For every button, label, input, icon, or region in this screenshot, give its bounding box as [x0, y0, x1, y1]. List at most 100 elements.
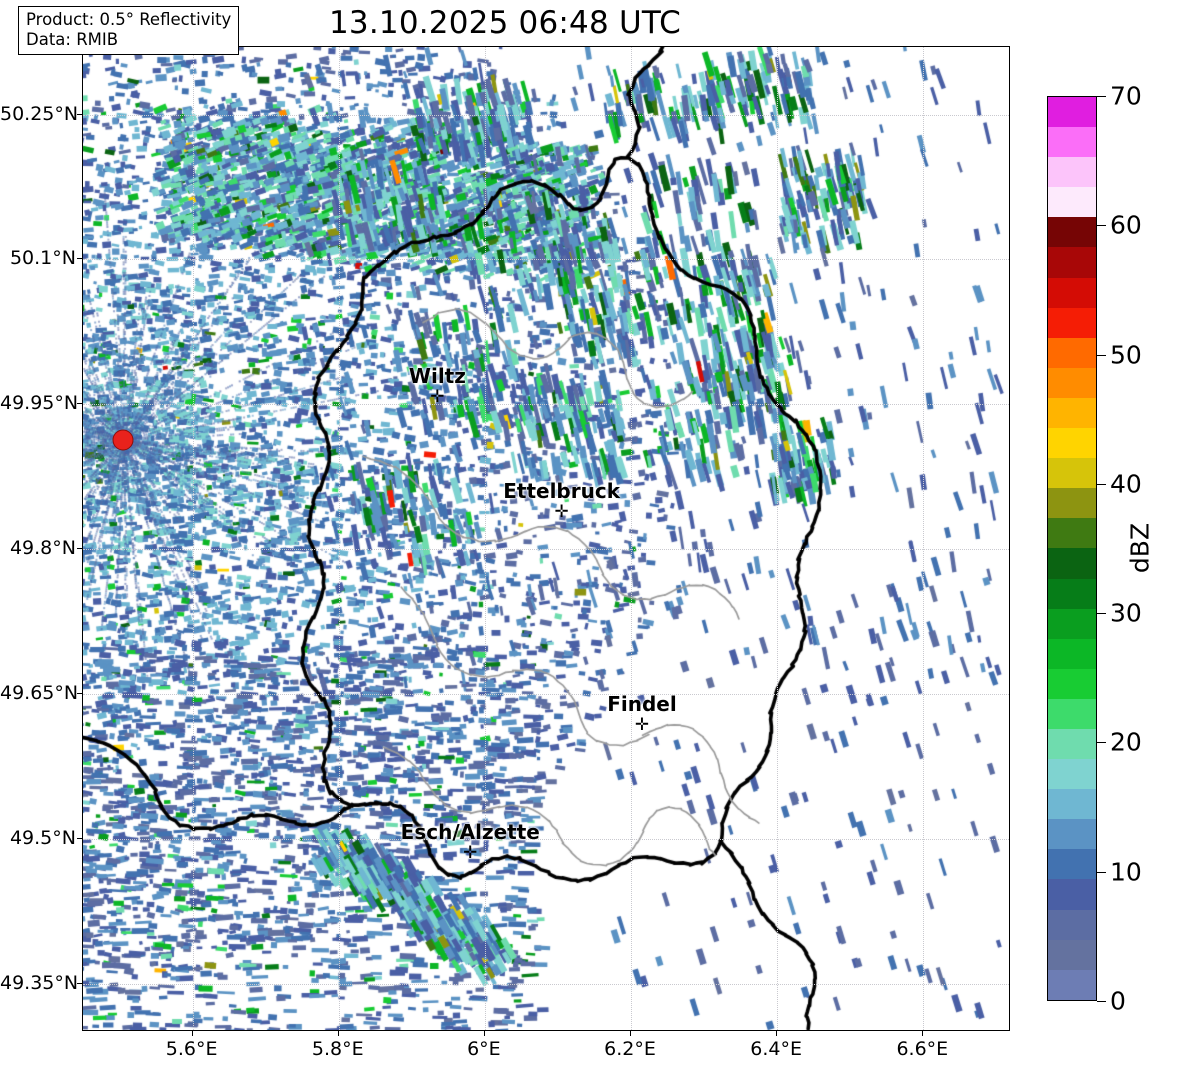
colorbar-band [1048, 518, 1096, 549]
city-name-text: Esch/Alzette [400, 819, 540, 844]
info-product-line: Product: 0.5° Reflectivity [26, 10, 232, 29]
colorbar-band [1048, 698, 1096, 729]
gridline-horizontal [83, 694, 1009, 695]
colorbar-tick-label: 50 [1110, 340, 1142, 370]
y-axis-tick-label: 49.5°N [9, 826, 76, 849]
city-name-text: Wiltz [408, 363, 466, 388]
colorbar-band [1048, 638, 1096, 669]
colorbar-tick-label: 10 [1110, 857, 1142, 887]
x-axis-tick-label: 5.8°E [311, 1038, 364, 1060]
colorbar-band [1048, 608, 1096, 639]
y-tick-mark [77, 982, 82, 984]
colorbar-band [1048, 789, 1096, 820]
radar-map-canvas-layer: Wiltz ✛ Ettelbruck ✛ Findel ✛ Esch/Alzette ✛ [83, 47, 1009, 1030]
y-axis-tick-label: 49.35°N [0, 971, 79, 994]
colorbar-band [1048, 909, 1096, 940]
x-axis-tick-label: 6°E [467, 1038, 501, 1060]
colorbar-tick-label: 0 [1110, 986, 1126, 1016]
x-tick-mark [191, 1031, 193, 1036]
gridline-horizontal [83, 259, 1009, 261]
y-tick-mark [77, 258, 82, 260]
x-tick-mark [483, 1031, 485, 1036]
colorbar-band [1048, 337, 1096, 368]
y-tick-mark [77, 548, 82, 550]
gridline-horizontal [83, 549, 1009, 551]
radar-site-marker [112, 429, 134, 451]
colorbar-tick-mark [1097, 613, 1106, 615]
city-name-text: Findel [607, 692, 677, 717]
y-axis-tick-label: 49.65°N [0, 682, 79, 704]
city-name-text: Ettelbruck [503, 478, 620, 503]
colorbar-tick-mark [1097, 871, 1106, 873]
y-axis-tick-label: 49.8°N [9, 537, 76, 560]
colorbar-band [1048, 97, 1096, 128]
colorbar-band [1048, 969, 1096, 1000]
colorbar-band [1048, 488, 1096, 519]
gridline-horizontal [83, 114, 1009, 116]
colorbar-band [1048, 668, 1096, 699]
colorbar-band [1048, 759, 1096, 790]
colorbar-tick-mark [1097, 1001, 1106, 1002]
y-tick-mark [77, 113, 82, 115]
gridline-vertical [923, 47, 925, 1030]
colorbar-tick-label: 20 [1110, 727, 1142, 757]
colorbar-tick-mark [1097, 742, 1106, 744]
colorbar-band [1048, 277, 1096, 308]
product-info-box: Product: 0.5° Reflectivity Data: RMIB [18, 6, 240, 55]
x-axis-tick-label: 6.2°E [604, 1038, 656, 1060]
gridline-horizontal [83, 404, 1009, 406]
city-cross-marker-icon: ✛ [463, 842, 478, 863]
colorbar-band [1048, 397, 1096, 429]
colorbar-band [1048, 458, 1096, 489]
gridline-horizontal [83, 983, 1009, 985]
colorbar-band [1048, 217, 1096, 248]
colorbar-band [1048, 157, 1096, 188]
x-axis-tick-label: 5.6°E [165, 1038, 218, 1060]
x-tick-mark [776, 1031, 778, 1036]
colorbar-tick-label: 40 [1110, 469, 1142, 499]
colorbar-tick-mark [1097, 354, 1106, 356]
gridline-vertical [484, 47, 486, 1030]
city-label-findel: Findel ✛ [607, 692, 677, 736]
radar-map-plot: Wiltz ✛ Ettelbruck ✛ Findel ✛ Esch/Alzette ✛ [82, 46, 1010, 1031]
colorbar-band [1048, 849, 1096, 880]
x-axis-tick-label: 6.4°E [750, 1038, 803, 1060]
colorbar-band [1048, 578, 1096, 609]
city-label-ettelbruck: Ettelbruck ✛ [503, 478, 620, 522]
colorbar-tick-mark [1097, 483, 1106, 485]
gridline-vertical [192, 47, 194, 1030]
gridline-vertical [777, 47, 779, 1030]
colorbar-band [1048, 548, 1096, 579]
gridline-vertical [338, 47, 340, 1030]
colorbar-tick-mark [1097, 225, 1106, 227]
city-label-wiltz: Wiltz ✛ [408, 363, 466, 407]
colorbar-band [1048, 428, 1096, 459]
city-cross-marker-icon: ✛ [430, 386, 445, 407]
colorbar-band [1048, 367, 1096, 398]
colorbar-tick-mark [1097, 96, 1106, 97]
y-tick-mark [77, 403, 82, 405]
colorbar-band [1048, 247, 1096, 278]
info-data-line: Data: RMIB [26, 30, 119, 49]
colorbar-tick-label: 60 [1110, 210, 1142, 240]
y-tick-mark [77, 693, 82, 694]
colorbar-band [1048, 819, 1096, 850]
x-tick-mark [922, 1031, 924, 1036]
page-title: 13.10.2025 06:48 UTC [329, 5, 681, 41]
city-cross-marker-icon: ✛ [634, 715, 650, 736]
colorbar-band [1048, 879, 1096, 910]
colorbar-band [1048, 728, 1096, 760]
colorbar-band [1048, 307, 1096, 338]
city-label-esch-alzette: Esch/Alzette ✛ [400, 819, 540, 863]
colorbar [1047, 96, 1097, 1001]
map-borders-layer [83, 47, 1009, 1030]
x-tick-mark [337, 1031, 339, 1036]
colorbar-tick-label: 30 [1110, 598, 1142, 628]
colorbar-band [1048, 127, 1096, 158]
y-axis-tick-label: 50.1°N [9, 247, 76, 270]
x-tick-mark [630, 1031, 632, 1036]
y-axis-tick-label: 50.25°N [0, 102, 79, 125]
city-cross-marker-icon: ✛ [554, 501, 569, 522]
gridline-horizontal [83, 838, 1009, 840]
x-axis-tick-label: 6.6°E [896, 1038, 949, 1060]
